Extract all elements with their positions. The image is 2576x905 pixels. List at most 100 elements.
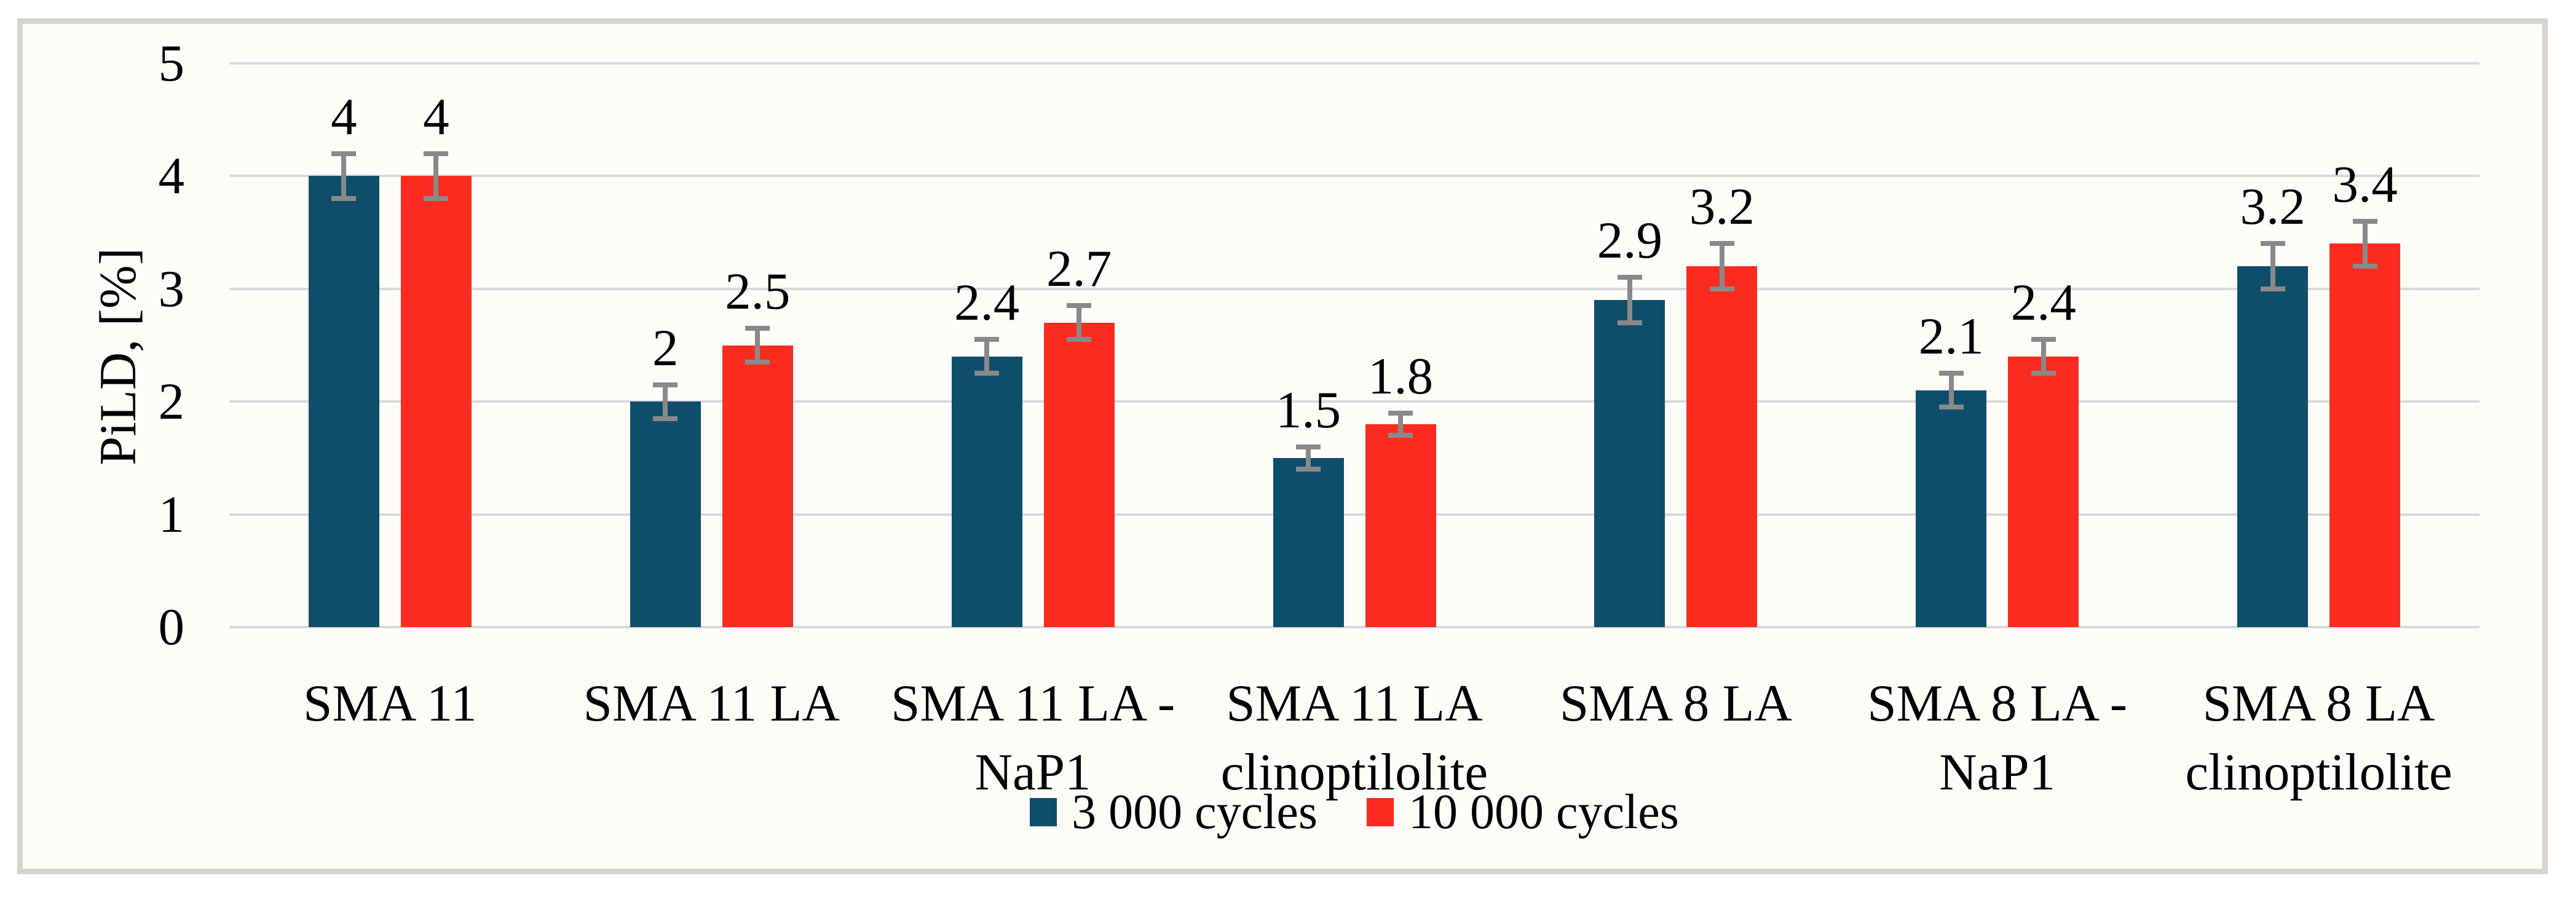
y-tick-label: 2: [158, 373, 185, 431]
gridline: [229, 400, 2479, 403]
bar-3000-cycles: [630, 401, 701, 627]
error-bar-cap-bottom: [1617, 320, 1642, 325]
y-tick-label: 3: [158, 259, 185, 318]
error-bar-cap-top: [1296, 444, 1321, 449]
y-tick-label: 5: [158, 34, 185, 92]
error-bar-line: [755, 328, 761, 362]
legend-item-10000-cycles: 10 000 cycles: [1367, 786, 1679, 839]
error-bar-cap-bottom: [745, 360, 770, 365]
bar-value-label: 3.2: [1689, 178, 1755, 236]
legend-swatch-icon: [1367, 798, 1394, 826]
bar-10000-cycles: [400, 176, 472, 627]
error-bar-cap-bottom: [1388, 433, 1413, 438]
error-bar-cap-top: [424, 151, 449, 156]
error-bar-cap-bottom: [1067, 337, 1092, 342]
error-bar-cap-bottom: [2031, 371, 2056, 376]
error-bar-cap-top: [1067, 303, 1092, 309]
bar-3000-cycles: [2237, 266, 2309, 627]
bar-3000-cycles: [1916, 390, 1987, 627]
x-category-label-line: SMA 11 LA -: [891, 674, 1175, 732]
legend: 3 000 cycles 10 000 cycles: [229, 786, 2479, 839]
error-bar-line: [1306, 446, 1311, 470]
bar-value-label: 2.5: [725, 262, 791, 320]
y-axis-title: PiLD, [%]: [89, 247, 147, 466]
bar-10000-cycles: [1365, 424, 1436, 627]
legend-label: 10 000 cycles: [1409, 785, 1679, 839]
bar-10000-cycles: [2329, 243, 2401, 627]
error-bar-cap-bottom: [974, 371, 1000, 376]
error-bar-cap-top: [745, 325, 770, 331]
bar-value-label: 4: [331, 87, 357, 146]
gridline: [229, 175, 2479, 178]
error-bar-line: [1948, 373, 1954, 408]
x-category-label: SMA 8 LA clinoptilolite: [2158, 669, 2479, 807]
gridline: [229, 626, 2479, 628]
x-category-label-line: SMA 8 LA: [2202, 674, 2435, 732]
x-category-label-line: SMA 8 LA -: [1867, 674, 2128, 732]
bar-value-label: 2.4: [954, 274, 1020, 332]
legend-label: 3 000 cycles: [1072, 785, 1318, 839]
legend-item-3000-cycles: 3 000 cycles: [1030, 786, 1318, 839]
error-bar-cap-top: [1938, 371, 1964, 376]
legend-swatch-icon: [1030, 798, 1057, 826]
error-bar-cap-top: [1617, 275, 1642, 280]
gridline: [229, 513, 2479, 516]
error-bar-line: [2041, 339, 2046, 374]
x-category-label: SMA 11 LA: [551, 669, 872, 738]
bar-value-label: 1.8: [1367, 347, 1434, 405]
error-bar-cap-bottom: [1296, 467, 1321, 472]
bar-3000-cycles: [1594, 300, 1665, 627]
error-bar-cap-top: [1709, 241, 1734, 247]
error-bar-cap-top: [974, 337, 1000, 342]
error-bar-cap-top: [331, 151, 357, 156]
y-tick-label: 4: [158, 147, 185, 205]
x-category-label: SMA 11 LA clinoptilolite: [1194, 669, 1515, 807]
bar-10000-cycles: [722, 345, 793, 627]
error-bar-line: [1077, 306, 1082, 340]
x-category-label-line: clinoptilolite: [1220, 743, 1488, 801]
error-bar-cap-top: [653, 382, 678, 387]
x-category-label-line: clinoptilolite: [2185, 743, 2452, 801]
error-bar-cap-top: [2031, 337, 2056, 342]
bar-value-label: 2: [652, 318, 679, 377]
error-bar-cap-bottom: [653, 416, 678, 421]
gridline: [229, 62, 2479, 65]
bar-3000-cycles: [1273, 457, 1344, 627]
x-category-label-line: SMA 8 LA: [1559, 674, 1792, 732]
bar-10000-cycles: [1043, 322, 1115, 627]
error-bar-cap-top: [2352, 218, 2377, 224]
bar-value-label: 2.1: [1918, 307, 1984, 366]
bar-10000-cycles: [2008, 356, 2079, 627]
error-bar-cap-top: [2260, 241, 2285, 247]
error-bar-cap-bottom: [331, 196, 357, 202]
bar-3000-cycles: [308, 176, 379, 627]
x-category-label: SMA 8 LA: [1515, 669, 1836, 738]
bar-value-label: 2.7: [1046, 240, 1112, 298]
x-category-label-line: NaP1: [1939, 743, 2056, 801]
error-bar-cap-top: [1388, 410, 1413, 416]
error-bar-line: [433, 153, 439, 199]
error-bar-line: [1398, 413, 1403, 436]
error-bar-line: [1627, 277, 1632, 323]
x-category-label: SMA 11 LA - NaP1: [872, 669, 1194, 807]
bar-value-label: 3.4: [2332, 155, 2398, 213]
error-bar-line: [2362, 221, 2368, 267]
error-bar-line: [1719, 243, 1725, 289]
error-bar-cap-bottom: [2260, 286, 2285, 291]
x-category-label: SMA 8 LA - NaP1: [1836, 669, 2158, 807]
x-category-label-line: SMA 11 LA: [583, 674, 840, 732]
y-tick-label: 0: [158, 598, 185, 656]
x-category-label-line: NaP1: [974, 743, 1091, 801]
error-bar-line: [341, 153, 347, 199]
x-category-label-line: SMA 11: [303, 674, 477, 732]
bar-value-label: 1.5: [1275, 381, 1341, 439]
error-bar-cap-bottom: [2352, 264, 2377, 269]
bar-3000-cycles: [951, 356, 1022, 627]
bar-value-label: 4: [423, 87, 449, 146]
x-category-label: SMA 11: [229, 669, 551, 738]
bar-value-label: 2.4: [2010, 274, 2076, 332]
error-bar-cap-bottom: [1938, 405, 1964, 410]
error-bar-cap-bottom: [1709, 286, 1734, 291]
bar-value-label: 2.9: [1597, 211, 1662, 270]
